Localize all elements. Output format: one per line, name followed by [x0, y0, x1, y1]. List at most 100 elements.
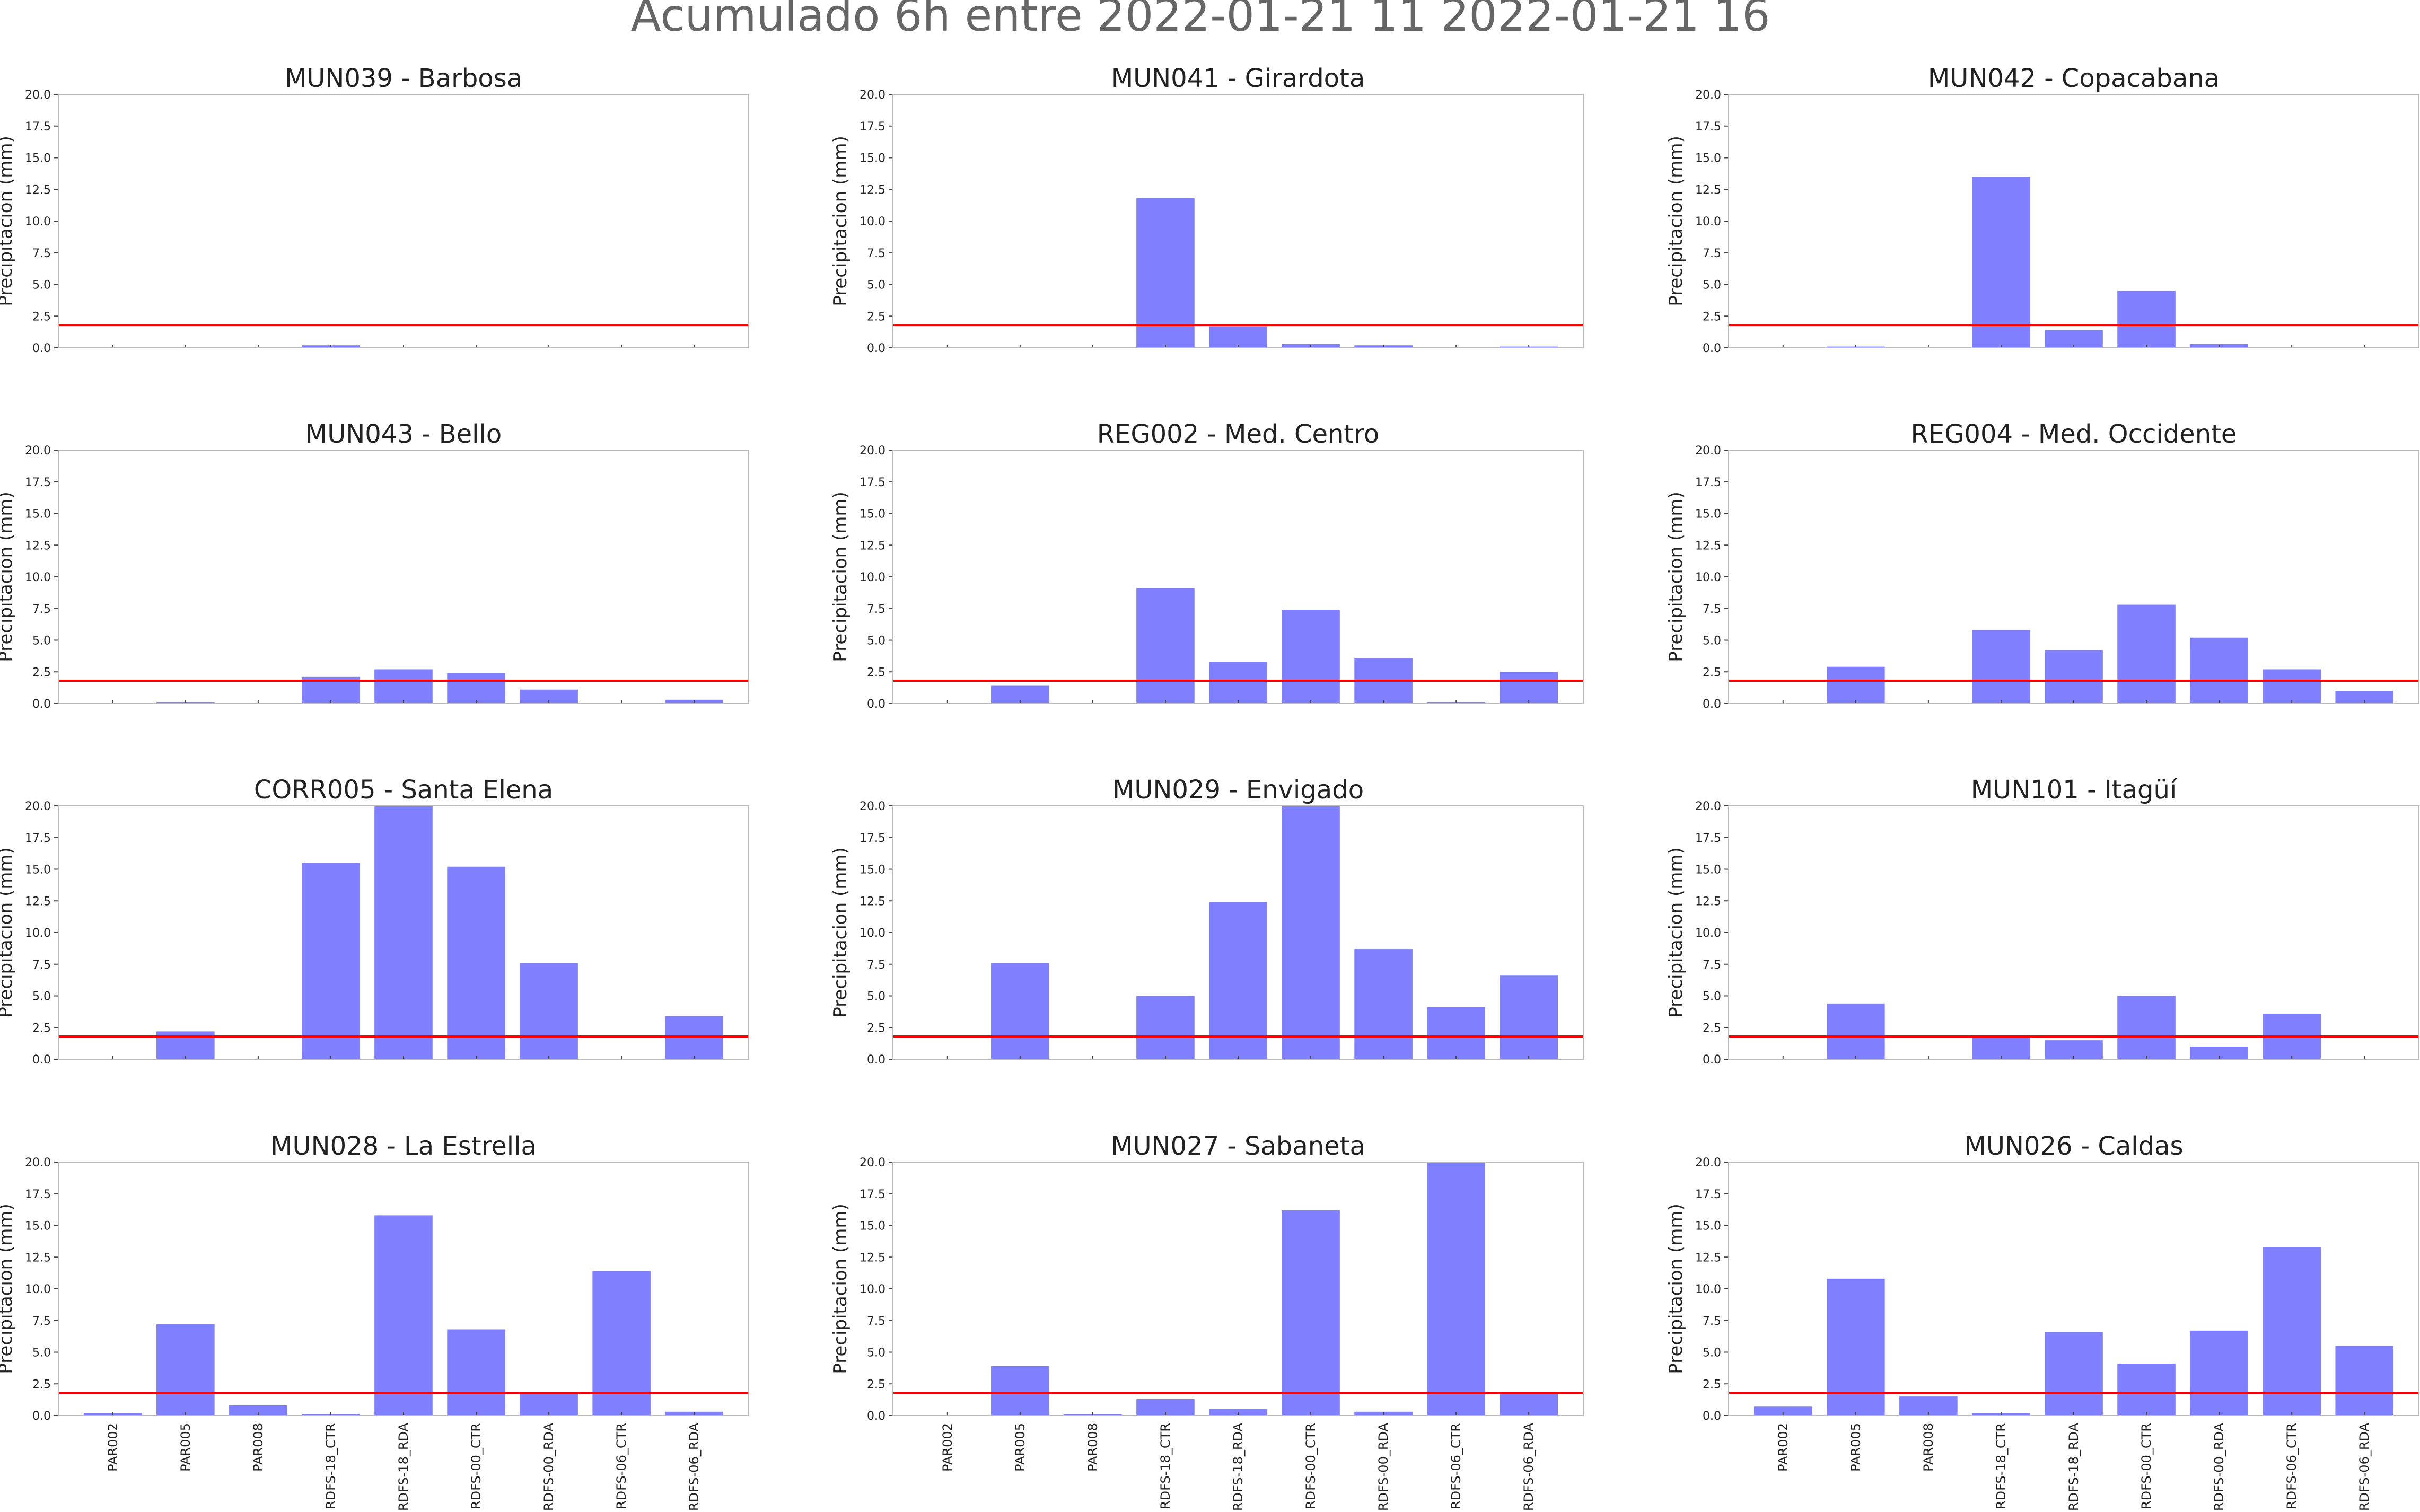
bar [665, 1016, 724, 1059]
y-axis-label: Precipitacion (mm) [830, 847, 851, 1017]
y-tick-label: 20.0 [860, 89, 885, 102]
y-tick-label: 10.0 [1695, 1283, 1721, 1296]
panel-title: REG002 - Med. Centro [1097, 419, 1380, 449]
y-tick-label: 15.0 [1695, 864, 1721, 877]
y-axis-label: Precipitacion (mm) [1665, 491, 1687, 662]
chart-panel: MUN029 - Envigado Precipitacion (mm) 0.0 2.… [830, 775, 1584, 1067]
y-tick-label: 0.0 [1703, 342, 1721, 355]
bar [2335, 1346, 2394, 1416]
y-tick-label: 10.0 [25, 215, 51, 228]
bar [2117, 996, 2176, 1059]
y-tick-label: 20.0 [860, 800, 885, 813]
y-tick-label: 0.0 [32, 1053, 51, 1067]
y-tick-label: 7.5 [1703, 603, 1721, 616]
plot-frame [892, 805, 1584, 1060]
x-tick-label: PAR005 [1848, 1423, 1863, 1472]
bar [2117, 604, 2176, 704]
y-tick-label: 17.5 [25, 1188, 51, 1201]
chart-panel: MUN039 - Barbosa Precipitacion (mm) 0.0 2.5… [0, 64, 749, 355]
x-tick-label: RDFS-06_CTR [1449, 1423, 1463, 1509]
y-tick-label: 15.0 [1695, 152, 1721, 165]
x-tick-label: PAR008 [1085, 1423, 1100, 1472]
y-tick-label: 20.0 [1695, 800, 1721, 813]
y-tick-label: 20.0 [25, 800, 51, 813]
y-tick-label: 17.5 [860, 1188, 885, 1201]
bar [374, 669, 433, 704]
y-tick-label: 17.5 [1695, 476, 1721, 489]
figure-title: Acumulado 6h entre 2022-01-21 11 2022-01… [630, 0, 1770, 41]
x-tick-label: RDFS-18_RDA [396, 1422, 411, 1511]
x-tick-label: RDFS-00_RDA [541, 1422, 556, 1511]
y-tick-label: 10.0 [860, 571, 885, 584]
y-tick-label: 10.0 [25, 927, 51, 940]
x-tick-label: PAR002 [940, 1423, 955, 1472]
bar [1972, 177, 2030, 348]
y-tick-label: 7.5 [1703, 247, 1721, 260]
y-tick-label: 17.5 [25, 832, 51, 845]
bar [447, 1329, 505, 1416]
y-tick-label: 12.5 [1695, 895, 1721, 908]
y-tick-label: 17.5 [25, 120, 51, 134]
y-tick-label: 0.0 [867, 1410, 885, 1423]
x-tick-label: RDFS-18_CTR [323, 1423, 338, 1509]
plot-frame [1728, 805, 2419, 1060]
bar [1354, 949, 1413, 1059]
y-axis-label: Precipitacion (mm) [830, 491, 851, 662]
bar [1209, 326, 1267, 348]
bar [1427, 1007, 1485, 1059]
y-tick-label: 2.5 [867, 310, 885, 323]
bar [1136, 198, 1195, 348]
y-tick-label: 10.0 [860, 1283, 885, 1296]
y-tick-label: 7.5 [32, 603, 51, 616]
y-tick-label: 12.5 [25, 1251, 51, 1264]
plot-frame [1728, 94, 2419, 348]
y-tick-label: 12.5 [860, 183, 885, 197]
y-tick-label: 7.5 [867, 247, 885, 260]
bar [1282, 806, 1340, 1059]
y-tick-label: 2.5 [1703, 666, 1721, 679]
y-tick-label: 17.5 [25, 476, 51, 489]
y-tick-label: 10.0 [25, 571, 51, 584]
panel-title: MUN101 - Itagüí [1971, 775, 2178, 805]
y-axis-label: Precipitacion (mm) [0, 847, 16, 1017]
x-tick-label: RDFS-18_RDA [1231, 1422, 1246, 1511]
bar [1209, 902, 1267, 1059]
y-axis-label: Precipitacion (mm) [830, 136, 851, 306]
y-tick-label: 0.0 [867, 698, 885, 711]
y-tick-label: 15.0 [25, 864, 51, 877]
x-tick-label: RDFS-00_CTR [469, 1423, 484, 1509]
bar [229, 1405, 287, 1416]
y-tick-label: 15.0 [860, 152, 885, 165]
y-tick-label: 12.5 [1695, 183, 1721, 197]
y-tick-label: 20.0 [860, 444, 885, 458]
y-tick-label: 5.0 [1703, 635, 1721, 648]
y-tick-label: 20.0 [25, 1156, 51, 1170]
y-tick-label: 7.5 [1703, 1315, 1721, 1328]
bar [520, 963, 578, 1059]
x-tick-label: PAR005 [1013, 1423, 1028, 1472]
y-axis-label: Precipitacion (mm) [0, 491, 16, 662]
bar [1136, 588, 1195, 704]
y-tick-label: 2.5 [1703, 1378, 1721, 1391]
y-tick-label: 15.0 [25, 1220, 51, 1233]
bar [1500, 672, 1558, 704]
bar [2117, 291, 2176, 348]
bar [2045, 650, 2103, 704]
chart-panel: REG002 - Med. Centro Precipitacion (mm) 0.… [830, 419, 1584, 711]
chart-panel: MUN028 - La Estrella Precipitacion (mm) 0.… [0, 1131, 749, 1511]
y-tick-label: 17.5 [1695, 832, 1721, 845]
y-axis-label: Precipitacion (mm) [0, 136, 16, 306]
panel-title: MUN039 - Barbosa [285, 64, 522, 93]
bar [2117, 1364, 2176, 1416]
y-axis-label: Precipitacion (mm) [830, 1203, 851, 1374]
bar [1500, 975, 1558, 1059]
bar [1753, 1406, 1812, 1416]
y-tick-label: 0.0 [1703, 1410, 1721, 1423]
y-tick-label: 10.0 [1695, 571, 1721, 584]
plot-frame [58, 1162, 749, 1416]
panel-title: MUN041 - Girardota [1111, 64, 1365, 93]
x-tick-label: PAR008 [251, 1423, 266, 1472]
y-tick-label: 17.5 [1695, 120, 1721, 134]
y-tick-label: 5.0 [32, 990, 51, 1004]
y-tick-label: 7.5 [32, 959, 51, 972]
